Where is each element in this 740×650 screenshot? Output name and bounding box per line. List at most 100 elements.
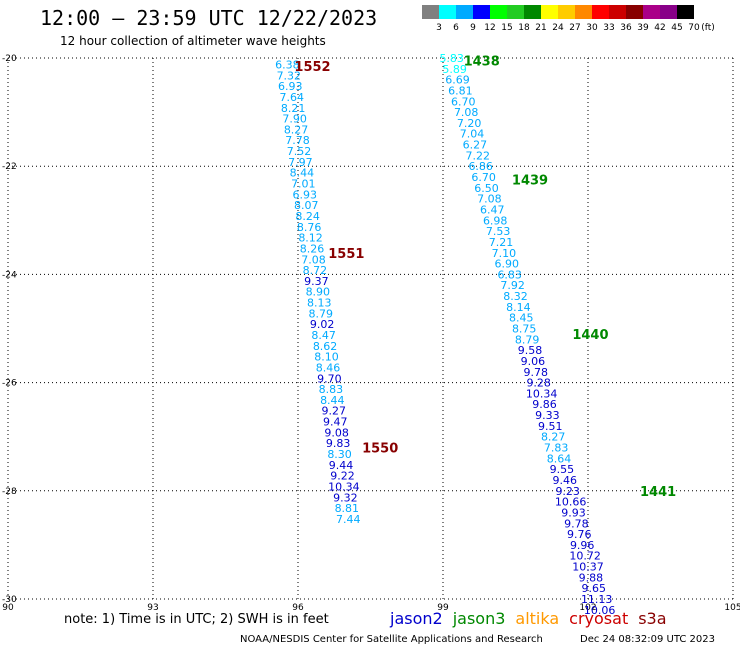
wave-height-value: 7.20 [457, 117, 482, 130]
lat-tick-label: -24 [2, 270, 17, 280]
wave-height-value: 6.86 [468, 160, 493, 173]
lon-tick-label: 99 [437, 603, 449, 613]
wave-height-value: 8.26 [300, 242, 325, 255]
wave-height-value: 5.89 [442, 63, 467, 76]
color-swatch [592, 5, 609, 19]
color-legend-label: 15 [501, 23, 513, 33]
wave-height-value: 7.83 [544, 442, 569, 455]
wave-height-value: 7.90 [282, 113, 307, 126]
wave-height-value: 7.97 [288, 156, 313, 169]
wave-height-value: 9.83 [326, 437, 351, 450]
color-legend-label: 18 [518, 23, 530, 33]
wave-height-value: 10.34 [526, 387, 558, 400]
wave-height-value: 9.02 [310, 318, 335, 331]
pass-number-label: 1550 [362, 442, 398, 457]
wave-height-value: 6.70 [471, 171, 496, 184]
wave-height-value: 7.64 [279, 91, 304, 104]
pass-number-label: 1439 [512, 174, 548, 189]
color-swatch [677, 5, 694, 19]
color-legend-label: 9 [470, 23, 476, 33]
wave-height-value: 9.88 [579, 571, 604, 584]
wave-height-value: 8.07 [294, 199, 319, 212]
wave-height-value: 7.08 [301, 253, 326, 266]
wave-height-value: 6.69 [445, 74, 470, 87]
wave-height-value: 9.44 [329, 459, 354, 472]
pass-number-label: 1552 [294, 60, 330, 75]
lon-tick-label: 105 [724, 603, 740, 613]
wave-height-value: 9.55 [550, 463, 575, 476]
wave-height-value: 10.06 [584, 604, 616, 617]
wave-height-value: 8.27 [541, 431, 566, 444]
footer-note: note: 1) Time is in UTC; 2) SWH is in fe… [64, 612, 329, 627]
color-swatch [456, 5, 473, 19]
lat-tick-label: -30 [2, 595, 17, 605]
wave-height-value: 10.72 [569, 550, 601, 563]
wave-height-value: 6.38 [275, 58, 300, 71]
wave-height-value: 9.47 [323, 416, 348, 429]
satellite-legend: jason2 jason3 altika cryosat s3a [390, 609, 677, 628]
color-swatch [541, 5, 558, 19]
color-legend-label: 3 [436, 23, 442, 33]
color-swatch [422, 5, 439, 19]
color-legend-label: 6 [453, 23, 459, 33]
wave-height-value: 6.50 [474, 182, 499, 195]
pass-number-label: 1441 [640, 485, 676, 500]
wave-height-value: 9.58 [518, 344, 543, 357]
wave-height-value: 8.64 [547, 452, 572, 465]
wave-height-value: 7.01 [291, 178, 316, 191]
wave-height-value: 9.76 [567, 528, 592, 541]
color-legend-label: 70 [688, 23, 700, 33]
wave-height-value: 6.93 [293, 188, 318, 201]
wave-height-value: 9.28 [526, 377, 551, 390]
lat-tick-label: -28 [2, 487, 17, 497]
wave-height-value: 9.22 [330, 470, 355, 483]
color-swatch [609, 5, 626, 19]
wave-height-value: 8.12 [298, 232, 323, 245]
pass-number-label: 1440 [572, 328, 608, 343]
wave-height-value: 8.14 [506, 301, 531, 314]
wave-height-value: 8.46 [316, 361, 341, 374]
lon-tick-label: 96 [292, 603, 304, 613]
wave-height-value: 7.10 [492, 247, 517, 260]
color-legend-label: 12 [484, 23, 496, 33]
color-swatch [575, 5, 592, 19]
wave-height-value: 7.52 [287, 145, 312, 158]
wave-height-value: 8.21 [281, 102, 306, 115]
wave-height-value: 9.23 [555, 485, 580, 498]
color-swatch [473, 5, 490, 19]
wave-height-value: 8.27 [284, 123, 309, 136]
wave-height-value: 9.70 [317, 372, 342, 385]
credit-text: NOAA/NESDIS Center for Satellite Applica… [240, 634, 543, 645]
wave-height-value: 7.92 [500, 279, 525, 292]
wave-height-value: 9.37 [304, 275, 329, 288]
color-legend-label: 36 [620, 23, 632, 33]
color-swatch [558, 5, 575, 19]
color-legend-label: 30 [586, 23, 598, 33]
wave-height-value: 10.37 [572, 561, 604, 574]
wave-height-value: 7.22 [466, 149, 491, 162]
color-legend-label: 39 [637, 23, 649, 33]
wave-height-value: 7.08 [477, 193, 502, 206]
wave-height-value: 8.30 [327, 448, 352, 461]
color-swatch [626, 5, 643, 19]
color-swatch [439, 5, 456, 19]
wave-height-value: 6.47 [480, 203, 505, 216]
color-swatch [507, 5, 524, 19]
satellite-legend-item: jason2 [390, 609, 443, 628]
pass-number-label: 1438 [464, 55, 500, 70]
wave-height-value: 7.04 [460, 128, 485, 141]
wave-height-value: 6.98 [483, 214, 508, 227]
wave-height-value: 7.78 [285, 134, 310, 147]
wave-height-value: 8.81 [335, 502, 360, 515]
wave-height-value: 8.44 [290, 167, 315, 180]
wave-height-value: 8.62 [313, 340, 338, 353]
satellite-legend-item: altika [515, 609, 560, 628]
wave-height-value: 10.34 [328, 480, 360, 493]
lon-tick-label: 90 [2, 603, 14, 613]
wave-height-value: 10.66 [555, 496, 587, 509]
wave-height-value: 8.79 [515, 333, 540, 346]
wave-height-value: 6.81 [448, 84, 473, 97]
wave-height-value: 9.08 [324, 426, 349, 439]
wave-height-value: 8.76 [297, 221, 322, 234]
lon-tick-label: 102 [579, 603, 596, 613]
